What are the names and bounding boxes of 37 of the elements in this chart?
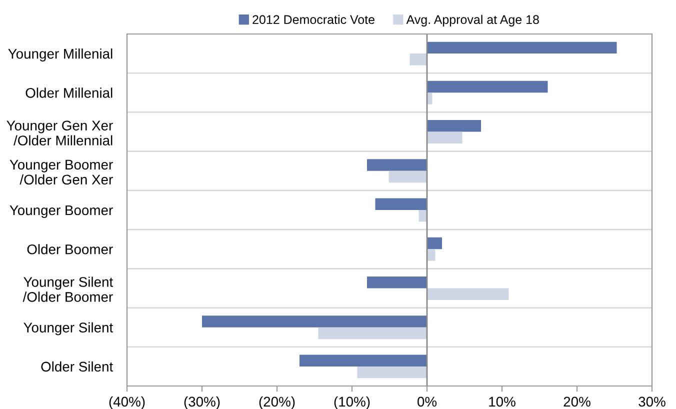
bar — [427, 237, 442, 250]
bar — [300, 354, 427, 366]
bar — [418, 210, 427, 222]
x-tick-label: (40%) — [109, 396, 145, 409]
x-tick-label: (10%) — [334, 396, 370, 409]
y-tick-label: Younger Millenial — [8, 48, 112, 62]
y-tick-label: Older Millenial — [26, 88, 112, 98]
bar — [427, 132, 462, 144]
bar — [367, 276, 427, 288]
y-tick-label: Younger Boomer /Older Gen Xer — [10, 160, 113, 185]
x-tick-label: (30%) — [184, 396, 220, 409]
y-tick-label: Younger Gen Xer /Older Millennial — [6, 120, 113, 146]
bar — [357, 366, 427, 378]
bar — [427, 249, 436, 261]
bar — [388, 170, 427, 183]
y-tick-label: Older Silent — [41, 361, 114, 372]
y-tick-label: Younger Silent /Older Boomer — [22, 276, 114, 302]
bar — [427, 288, 509, 300]
bar — [367, 159, 427, 171]
y-tick-label: Younger Silent — [24, 322, 114, 336]
x-tick-label: 0% — [418, 396, 437, 407]
bar — [375, 198, 427, 210]
bar — [202, 316, 427, 328]
bar — [318, 327, 427, 340]
legend-label: 2012 Democratic Vote — [252, 14, 374, 24]
x-tick-label: 10% — [489, 396, 516, 407]
y-tick-label: Younger Boomer — [10, 205, 113, 218]
bar — [427, 120, 481, 132]
x-tick-label: 20% — [564, 396, 590, 407]
y-tick-label: Older Boomer — [27, 244, 113, 254]
bar — [427, 80, 548, 93]
legend-label: Avg. Approval at Age 18 — [406, 14, 539, 26]
x-tick-label: 30% — [638, 396, 666, 407]
x-tick-label: (20%) — [259, 396, 295, 409]
bar — [410, 54, 427, 66]
bar — [427, 42, 617, 54]
bar — [427, 92, 432, 104]
